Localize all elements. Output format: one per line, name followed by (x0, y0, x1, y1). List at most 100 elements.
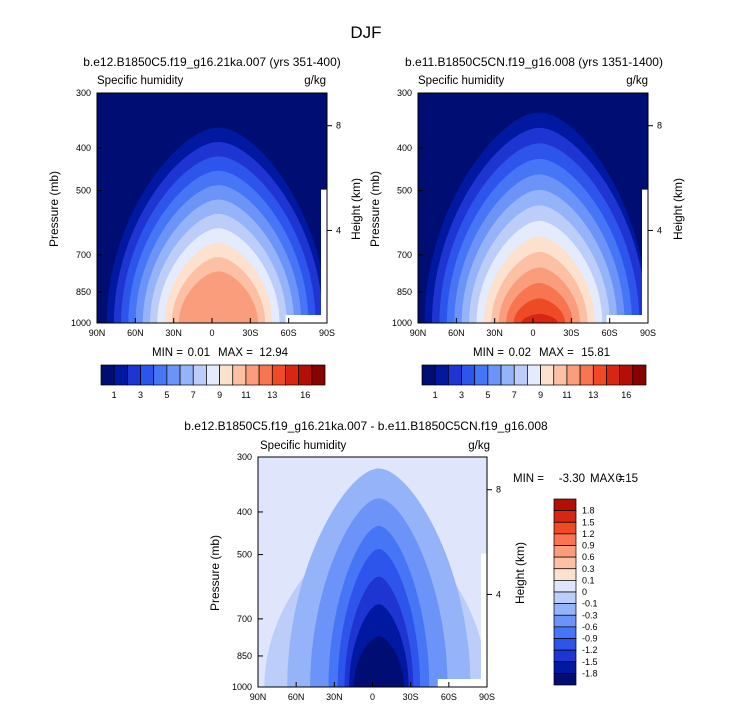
page-title: DJF (350, 23, 381, 42)
colorbar-label: 0.6 (582, 552, 595, 562)
panel-3-height-tick-label: 4 (496, 589, 501, 599)
panel-1-field-label: Specific humidity (97, 75, 184, 87)
panel-2-units: g/kg (626, 75, 648, 87)
panel-2-missing-data-mask (606, 189, 648, 323)
panel-1-x-tick-label: 60N (127, 328, 144, 338)
panel-3-min-value: -3.30 (559, 473, 585, 485)
panel-3-y-tick-label: 300 (237, 452, 252, 462)
colorbar-box (632, 364, 647, 386)
panel-1-y-tick-label: 300 (76, 88, 91, 98)
panel-1-max-label: MAX = (218, 347, 253, 359)
colorbar-label: 1.2 (582, 529, 595, 539)
colorbar-label: 1 (112, 390, 117, 400)
colorbar-box (527, 364, 541, 386)
panel-1-title: b.e12.B1850C5.f19_g16.21ka.007 (yrs 351-… (83, 55, 341, 69)
colorbar-box (127, 364, 141, 386)
panel-1-missing-data-mask (285, 189, 327, 323)
panel-2-y-tick-label: 1000 (392, 318, 412, 328)
panel-1-units: g/kg (304, 75, 326, 87)
panel-3-units: g/kg (468, 440, 490, 452)
panel-3-x-tick-label: 60N (288, 692, 305, 702)
panel-2: b.e11.B1850C5CN.f19_g16.008 (yrs 1351-14… (368, 55, 685, 400)
panel-2-x-tick-label: 90N (410, 328, 427, 338)
colorbar-label: -1.5 (582, 657, 598, 667)
colorbar-box (553, 545, 577, 558)
colorbar-box (553, 673, 577, 686)
colorbar-box (553, 661, 577, 674)
colorbar-label: 13 (588, 390, 598, 400)
colorbar-box (100, 364, 115, 386)
colorbar-label: 9 (217, 390, 222, 400)
colorbar-box (140, 364, 155, 386)
panel-2-x-tick-label: 30N (486, 328, 503, 338)
panel-1: b.e12.B1850C5.f19_g16.21ka.007 (yrs 351-… (47, 55, 363, 400)
colorbar-box (271, 364, 286, 386)
colorbar-box (553, 580, 577, 593)
panel-3-height-tick-label: 8 (496, 485, 501, 495)
colorbar-box (513, 364, 528, 386)
panel-3-y-tick-label: 500 (237, 550, 252, 560)
colorbar-label: 5 (164, 390, 169, 400)
panel-1-plot: 90N 60N 30N 0 30S 60S 90S 300 400 500 700 850 1000 8 4 (71, 88, 341, 338)
panel-1-min-value: 0.01 (188, 347, 210, 359)
panel-1-y-tick-label: 1000 (71, 318, 91, 328)
colorbar-label: -1.8 (582, 668, 598, 678)
colorbar-label: -0.3 (582, 610, 598, 620)
panel-3-y-tick-label: 850 (237, 651, 252, 661)
panel-2-ylabel: Pressure (mb) (368, 171, 382, 247)
panel-1-ylabel-right: Height (km) (349, 178, 363, 240)
colorbar-box (566, 364, 581, 386)
panel-3-ylabel-right: Height (km) (513, 542, 527, 604)
panel-3-min-label: MIN = (513, 473, 544, 485)
panel-1-contour-level-11 (178, 271, 258, 323)
colorbar-label: 16 (621, 390, 631, 400)
panel-2-plot: 90N 60N 30N 0 30S 60S 90S 300 400 500 700 850 1000 8 4 (392, 88, 662, 338)
colorbar-box (553, 591, 577, 604)
panel-2-min-value: 0.02 (509, 347, 531, 359)
colorbar-box (192, 364, 207, 386)
colorbar-label: 7 (191, 390, 196, 400)
colorbar-box (553, 614, 577, 628)
panel-2-title: b.e11.B1850C5CN.f19_g16.008 (yrs 1351-14… (405, 55, 663, 69)
colorbar-box (448, 364, 462, 386)
colorbar-box (540, 364, 555, 386)
panel-3-plot: 90N 60N 30N 0 30S 60S 90S 300 400 500 700 850 1000 8 4 (232, 452, 501, 702)
colorbar-box (232, 364, 247, 386)
panel-2-y-tick-label: 850 (397, 287, 412, 297)
panel-1-y-tick-label: 500 (76, 186, 91, 196)
panel-3-x-tick-label: 90S (479, 692, 495, 702)
panel-1-y-tick-label: 850 (76, 287, 91, 297)
panel-3-y-tick-label: 1000 (232, 682, 252, 692)
panel-2-height-tick-label: 8 (657, 121, 662, 131)
panel-2-x-tick-label: 90S (640, 328, 656, 338)
colorbar-box (206, 364, 220, 386)
colorbar-box (553, 638, 577, 651)
colorbar-box (298, 364, 313, 386)
panel-2-x-tick-label: 60N (448, 328, 465, 338)
panel-2-max-value: 15.81 (581, 347, 610, 359)
colorbar-box (245, 364, 260, 386)
panel-2-colorbar: 1 3 5 7 9 11 13 16 (421, 364, 647, 400)
panel-2-ylabel-right: Height (km) (671, 178, 685, 240)
colorbar-box (553, 556, 577, 570)
panel-2-min-label: MIN = (473, 347, 504, 359)
panel-3-x-tick-label: 30N (326, 692, 343, 702)
colorbar-box (592, 364, 607, 386)
colorbar-label: 1.5 (582, 517, 595, 527)
panel-2-x-tick-label: 0 (530, 328, 535, 338)
panel-1-x-tick-label: 0 (209, 328, 214, 338)
colorbar-box (421, 364, 436, 386)
panel-2-max-label: MAX = (539, 347, 574, 359)
panel-3-missing-data-mask (437, 553, 487, 687)
panel-3-colorbar: 1.81.51.20.90.60.30.10-0.1-0.3-0.6-0.9-1… (553, 498, 598, 686)
colorbar-label: 9 (538, 390, 543, 400)
colorbar-box (311, 364, 326, 386)
colorbar-box (166, 364, 181, 386)
panel-1-min-label: MIN = (152, 347, 183, 359)
colorbar-label: 0.9 (582, 541, 595, 551)
panel-3-y-tick-label: 700 (237, 614, 252, 624)
panel-3: b.e12.B1850C5.f19_g16.21ka.007 - b.e11.B… (184, 419, 638, 702)
colorbar-box (553, 521, 577, 535)
colorbar-box (258, 364, 273, 386)
